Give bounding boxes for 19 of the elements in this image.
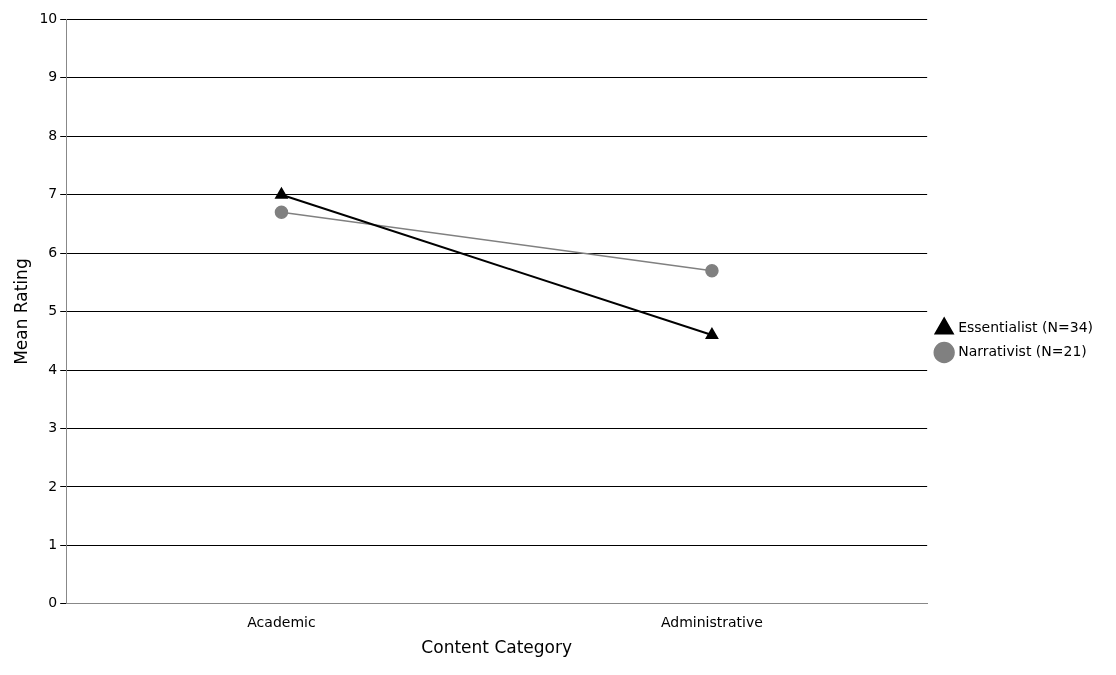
point (705, 263, 719, 278)
y-axis-title: Mean Rating (10, 258, 31, 365)
y-tick-label: 3 (48, 419, 58, 436)
legend-label: Narrativist (N=21) (958, 343, 1087, 360)
y-tick-label: 2 (48, 477, 58, 494)
y-tick-label: 10 (39, 10, 58, 27)
y-tick-label: 6 (48, 243, 58, 260)
y-tick-label: 0 (48, 594, 58, 611)
legend-label: Essentialist (N=34) (958, 319, 1094, 336)
y-tick-label: 9 (48, 68, 58, 85)
y-tick-label: 7 (48, 185, 58, 202)
x-tick-label: Academic (247, 613, 316, 630)
x-axis-title: Content Category (421, 637, 573, 658)
y-tick-label: 5 (48, 302, 58, 319)
x-tick-label: Administrative (660, 613, 763, 630)
point (274, 205, 289, 219)
y-tick-label: 8 (48, 126, 58, 143)
y-tick-label: 1 (48, 536, 58, 552)
y-tick-label: 4 (48, 360, 58, 377)
